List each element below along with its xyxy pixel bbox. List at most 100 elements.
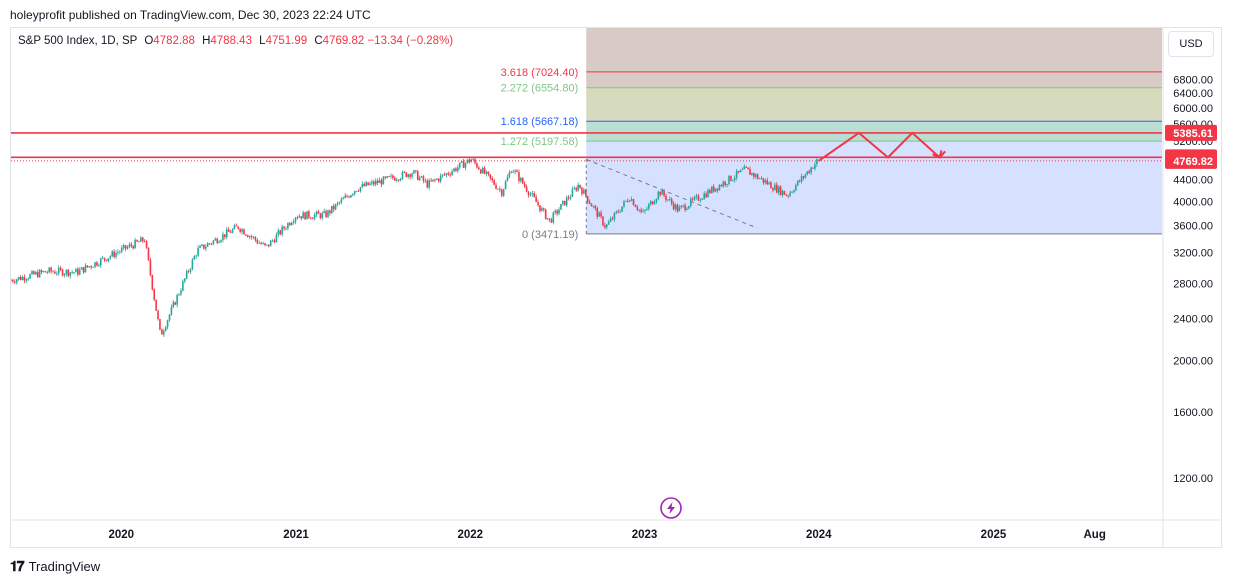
open-label: O [144, 35, 154, 47]
candle-body [567, 197, 570, 199]
chart-frame[interactable] [10, 27, 1222, 548]
price-tick-label: 2400.00 [1173, 314, 1213, 326]
candle-body [140, 237, 142, 242]
candle-body [166, 320, 169, 328]
currency-button[interactable]: USD [1168, 31, 1214, 57]
candle-body [611, 218, 614, 220]
candle-body [523, 183, 526, 187]
time-tick-label: 2021 [283, 529, 309, 541]
candle-body [138, 241, 140, 243]
candle-body [690, 198, 692, 206]
candle-body [481, 167, 484, 174]
candle-body [183, 278, 186, 282]
candle-body [99, 258, 102, 266]
candle-body [602, 216, 604, 226]
candle-body [542, 208, 545, 210]
candle-body [162, 330, 165, 335]
candle-body [712, 186, 715, 192]
price-tick-label: 1200.00 [1173, 473, 1213, 485]
candle-body [308, 211, 310, 218]
price-flag-label-0: 5385.61 [1173, 128, 1213, 140]
candle-body [714, 188, 717, 192]
candle-body [161, 329, 163, 335]
price-tick-label: 4400.00 [1173, 174, 1213, 186]
candle-body [621, 206, 623, 212]
candle-body [485, 171, 488, 174]
candle-body [132, 246, 135, 249]
candle-body [394, 178, 396, 181]
candle-body [636, 207, 639, 210]
low-value: 4751.99 [265, 35, 308, 47]
candle-body [699, 199, 702, 201]
candle-body [54, 271, 56, 274]
symbol-label[interactable]: S&P 500 Index, 1D, SP [18, 35, 138, 47]
candle-body [117, 252, 119, 254]
candle-body [36, 272, 39, 278]
candle-body [728, 175, 730, 185]
candle-body [787, 195, 789, 197]
candle-body [665, 195, 667, 200]
candle-body [338, 202, 341, 204]
candle-body [678, 207, 681, 212]
candle-body [796, 180, 799, 186]
candle-body [754, 174, 757, 177]
candle-body [174, 302, 177, 305]
candle-body [216, 238, 219, 243]
candle-body [592, 206, 595, 207]
candle-body [363, 183, 366, 187]
candle-body [705, 193, 707, 198]
candle-body [655, 198, 658, 202]
candle-body [136, 239, 138, 242]
candle-body [290, 222, 293, 226]
candle-body [449, 174, 452, 176]
candle-body [17, 276, 20, 280]
candle-body [810, 167, 812, 173]
candle-body [201, 244, 203, 246]
candle-body [774, 184, 776, 191]
candle-body [113, 251, 115, 257]
candle-body [287, 223, 289, 229]
candle-body [353, 190, 356, 195]
time-tick-label: 2024 [806, 529, 832, 541]
candle-body [367, 182, 369, 186]
candle-body [760, 178, 763, 179]
candle-body [632, 199, 635, 206]
candle-body [266, 244, 268, 246]
candle-body [758, 178, 761, 180]
candle-body [311, 218, 314, 220]
candle-body [634, 205, 637, 208]
candle-body [785, 194, 788, 196]
candle-body [245, 234, 247, 236]
candle-body [98, 265, 100, 267]
candle-body [479, 169, 482, 174]
candle-body [187, 271, 190, 272]
trend-line[interactable] [586, 158, 758, 229]
price-flag-0 [1165, 124, 1217, 141]
candle-body [78, 269, 81, 275]
candle-body [206, 243, 209, 247]
candle-body [42, 271, 45, 273]
candle-body [581, 187, 583, 194]
candle-body [579, 184, 581, 188]
candle-body [90, 266, 93, 268]
fib-zone-3 [586, 71, 1162, 88]
candle-body [764, 180, 767, 183]
candle-body [361, 183, 364, 188]
candle-body [502, 189, 505, 196]
candle-body [233, 225, 236, 230]
lightning-icon[interactable] [660, 497, 682, 519]
candle-body [443, 174, 446, 176]
candle-body [344, 195, 346, 199]
candle-body [642, 211, 644, 212]
price-tick-label: 1600.00 [1173, 407, 1213, 419]
candle-body [571, 189, 574, 197]
candle-body [292, 221, 295, 223]
candle-body [147, 247, 150, 261]
candle-body [434, 179, 436, 181]
candle-body [793, 190, 795, 192]
candle-body [628, 200, 631, 202]
candle-body [334, 204, 337, 210]
candle-body [521, 177, 524, 184]
candle-body [563, 200, 566, 206]
